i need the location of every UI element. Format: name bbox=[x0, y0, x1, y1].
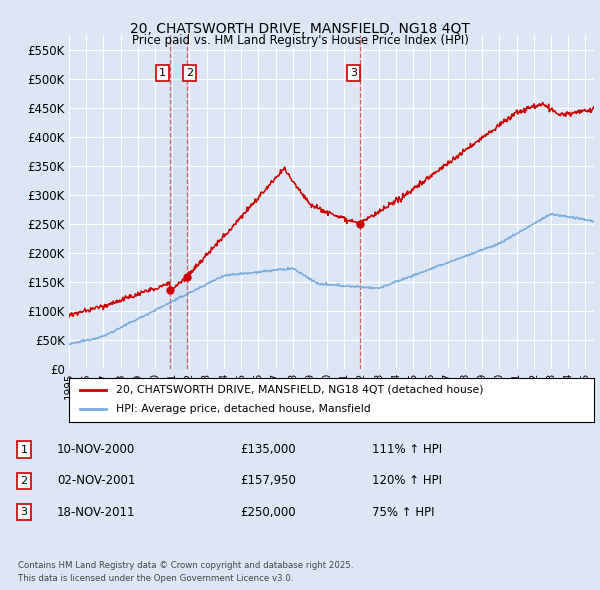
Text: 3: 3 bbox=[350, 68, 357, 78]
Text: 3: 3 bbox=[20, 507, 28, 517]
Text: 2: 2 bbox=[20, 476, 28, 486]
Text: 1: 1 bbox=[20, 445, 28, 454]
Text: Price paid vs. HM Land Registry's House Price Index (HPI): Price paid vs. HM Land Registry's House … bbox=[131, 34, 469, 47]
Text: 1: 1 bbox=[158, 68, 166, 78]
Text: 2: 2 bbox=[186, 68, 193, 78]
Text: 75% ↑ HPI: 75% ↑ HPI bbox=[372, 506, 434, 519]
Text: 120% ↑ HPI: 120% ↑ HPI bbox=[372, 474, 442, 487]
Text: 20, CHATSWORTH DRIVE, MANSFIELD, NG18 4QT: 20, CHATSWORTH DRIVE, MANSFIELD, NG18 4Q… bbox=[130, 22, 470, 36]
Text: 111% ↑ HPI: 111% ↑ HPI bbox=[372, 443, 442, 456]
Text: 20, CHATSWORTH DRIVE, MANSFIELD, NG18 4QT (detached house): 20, CHATSWORTH DRIVE, MANSFIELD, NG18 4Q… bbox=[116, 385, 484, 395]
Bar bbox=[170, 35, 187, 369]
Text: £135,000: £135,000 bbox=[240, 443, 296, 456]
Text: Contains HM Land Registry data © Crown copyright and database right 2025.
This d: Contains HM Land Registry data © Crown c… bbox=[18, 562, 353, 583]
Text: £250,000: £250,000 bbox=[240, 506, 296, 519]
Text: 10-NOV-2000: 10-NOV-2000 bbox=[57, 443, 135, 456]
Text: 02-NOV-2001: 02-NOV-2001 bbox=[57, 474, 136, 487]
Text: HPI: Average price, detached house, Mansfield: HPI: Average price, detached house, Mans… bbox=[116, 405, 371, 414]
Text: £157,950: £157,950 bbox=[240, 474, 296, 487]
Text: 18-NOV-2011: 18-NOV-2011 bbox=[57, 506, 136, 519]
